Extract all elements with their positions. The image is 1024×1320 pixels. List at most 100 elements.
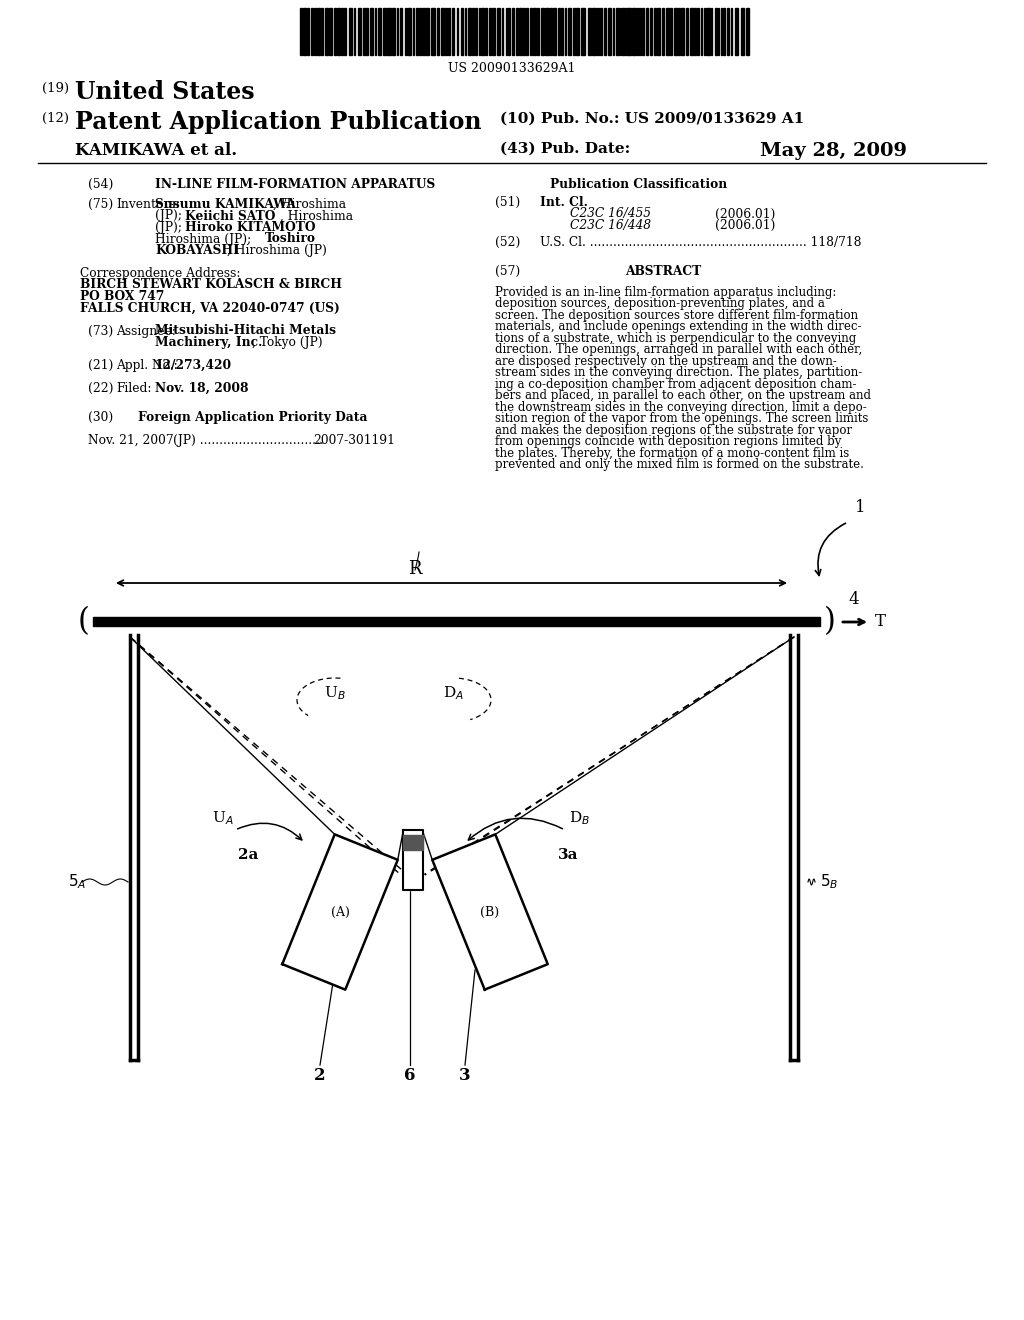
Text: (2006.01): (2006.01): [715, 219, 775, 232]
Bar: [735, 8, 738, 55]
Bar: [700, 8, 702, 55]
Text: Patent Application Publication: Patent Application Publication: [75, 110, 481, 135]
Text: Publication Classification: Publication Classification: [550, 178, 727, 191]
Bar: [696, 8, 698, 55]
Bar: [314, 8, 315, 55]
Bar: [603, 8, 605, 55]
Bar: [674, 8, 677, 55]
Bar: [436, 8, 438, 55]
Bar: [718, 8, 719, 55]
Bar: [366, 8, 368, 55]
Bar: [642, 8, 644, 55]
Bar: [419, 8, 421, 55]
Bar: [422, 8, 425, 55]
Text: Mitsubishi-Hitachi Metals: Mitsubishi-Hitachi Metals: [155, 325, 336, 338]
Bar: [630, 8, 631, 55]
Bar: [413, 8, 415, 55]
Bar: [620, 8, 622, 55]
Text: ing a co-deposition chamber from adjacent deposition cham-: ing a co-deposition chamber from adjacen…: [495, 378, 856, 391]
Bar: [613, 8, 614, 55]
Text: (2006.01): (2006.01): [715, 207, 775, 220]
Bar: [727, 8, 729, 55]
Bar: [686, 8, 688, 55]
Bar: [637, 8, 639, 55]
Bar: [431, 8, 434, 55]
Bar: [705, 8, 706, 55]
Bar: [489, 8, 490, 55]
Text: , Hiroshima: , Hiroshima: [280, 210, 353, 223]
Text: Int. Cl.: Int. Cl.: [540, 195, 588, 209]
Text: (21): (21): [88, 359, 114, 372]
Bar: [317, 8, 319, 55]
Bar: [468, 8, 471, 55]
Bar: [650, 8, 652, 55]
Bar: [449, 8, 451, 55]
Bar: [529, 8, 531, 55]
Text: T: T: [874, 614, 886, 631]
Text: (JP) ................................: (JP) ................................: [173, 434, 324, 446]
Text: U.S. Cl. ........................................................ 118/718: U.S. Cl. ...............................…: [540, 236, 861, 249]
Bar: [526, 8, 528, 55]
Bar: [730, 8, 732, 55]
Text: C23C 16/448: C23C 16/448: [570, 219, 651, 232]
Bar: [740, 8, 744, 55]
Bar: [615, 8, 618, 55]
Bar: [745, 8, 749, 55]
Text: tions of a substrate, which is perpendicular to the conveying: tions of a substrate, which is perpendic…: [495, 331, 856, 345]
Text: Hiroko KITAMOTO: Hiroko KITAMOTO: [185, 220, 315, 234]
Text: KAMIKAWA et al.: KAMIKAWA et al.: [75, 143, 238, 158]
Text: from openings coincide with deposition regions limited by: from openings coincide with deposition r…: [495, 436, 842, 449]
Text: sition region of the vapor from the openings. The screen limits: sition region of the vapor from the open…: [495, 412, 868, 425]
Text: 4: 4: [848, 591, 859, 609]
Bar: [657, 8, 659, 55]
Bar: [572, 8, 575, 55]
Bar: [378, 8, 381, 55]
Text: ): ): [824, 606, 836, 638]
Bar: [592, 8, 596, 55]
Bar: [479, 8, 480, 55]
Bar: [662, 8, 664, 55]
Polygon shape: [283, 834, 397, 990]
Text: (52): (52): [495, 236, 520, 249]
Bar: [408, 8, 411, 55]
Bar: [457, 8, 459, 55]
Text: U$_A$: U$_A$: [212, 809, 233, 826]
Text: ABSTRACT: ABSTRACT: [625, 265, 701, 279]
Bar: [565, 8, 566, 55]
Bar: [588, 8, 591, 55]
Bar: [310, 8, 313, 55]
Text: (51): (51): [495, 195, 520, 209]
Bar: [541, 8, 544, 55]
Bar: [707, 8, 710, 55]
Bar: [597, 8, 599, 55]
Text: R: R: [409, 560, 422, 578]
Bar: [475, 8, 477, 55]
Text: Provided is an in-line film-formation apparatus including:: Provided is an in-line film-formation ap…: [495, 285, 837, 298]
Text: (30): (30): [88, 411, 114, 424]
Text: Machinery, Inc.: Machinery, Inc.: [155, 337, 262, 348]
Bar: [334, 8, 336, 55]
Bar: [383, 8, 386, 55]
Bar: [341, 8, 343, 55]
Text: (12): (12): [42, 112, 69, 125]
Text: materials, and include openings extending in the width direc-: materials, and include openings extendin…: [495, 321, 861, 333]
Bar: [512, 8, 514, 55]
Text: 3a: 3a: [558, 847, 579, 862]
Bar: [721, 8, 722, 55]
Bar: [453, 8, 455, 55]
Bar: [670, 8, 672, 55]
Text: BIRCH STEWART KOLASCH & BIRCH: BIRCH STEWART KOLASCH & BIRCH: [80, 279, 342, 292]
Text: (73): (73): [88, 325, 114, 338]
Text: 1: 1: [855, 499, 865, 516]
Polygon shape: [403, 836, 423, 850]
Bar: [561, 8, 563, 55]
Text: $5_B$: $5_B$: [820, 873, 839, 891]
Bar: [608, 8, 610, 55]
Text: prevented and only the mixed film is formed on the substrate.: prevented and only the mixed film is for…: [495, 458, 864, 471]
Text: May 28, 2009: May 28, 2009: [760, 143, 907, 160]
Text: Susumu KAMIKAWA: Susumu KAMIKAWA: [155, 198, 296, 211]
Bar: [645, 8, 647, 55]
Text: US 20090133629A1: US 20090133629A1: [449, 62, 575, 75]
Text: $5_A$: $5_A$: [68, 873, 86, 891]
Bar: [93, 616, 820, 626]
